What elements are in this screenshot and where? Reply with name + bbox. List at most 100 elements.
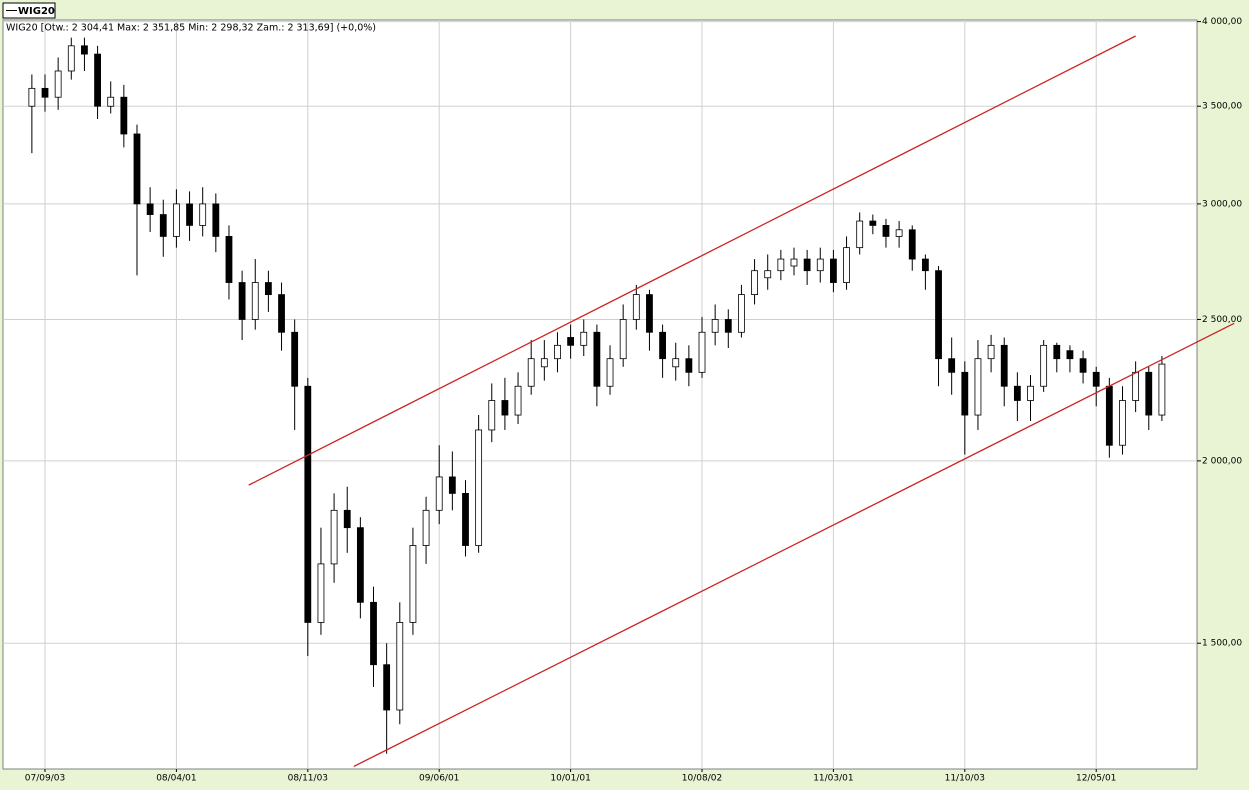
candle-body [698, 331, 706, 373]
candle-body [554, 344, 561, 360]
trend-line [248, 35, 1136, 486]
candle-body [803, 258, 811, 272]
candle-body [685, 358, 693, 373]
candle-body [409, 545, 417, 623]
candle-body [514, 385, 522, 416]
candle-body [1119, 400, 1126, 446]
legend-label: WIG20 [18, 6, 55, 17]
candle-body [133, 133, 141, 205]
candle-body [212, 203, 220, 237]
candle-body [1079, 358, 1087, 373]
candle-body [672, 358, 680, 368]
candle-body [278, 294, 285, 333]
candle-body [448, 476, 456, 494]
candle-body [764, 270, 772, 279]
candle-body [120, 96, 128, 135]
candle-body [908, 229, 916, 260]
candle-body [54, 70, 62, 98]
candle-body [869, 220, 877, 226]
y-tick-label: 2 500,00 [1202, 315, 1242, 325]
candle-body [94, 53, 101, 107]
candle-body [1040, 344, 1048, 387]
candle-body [527, 358, 535, 387]
candle-body [264, 282, 272, 296]
candle-body [961, 371, 969, 416]
candle-body [251, 282, 259, 320]
candle-body [790, 258, 798, 267]
candle-body [921, 258, 929, 272]
x-tick-label: 12/05/01 [1076, 774, 1116, 784]
x-tick-label: 07/09/03 [25, 774, 65, 784]
y-tick-label: 1 500,00 [1202, 639, 1242, 649]
candle-body [935, 270, 942, 360]
candle-body [81, 45, 88, 55]
candle-body [67, 45, 75, 72]
x-tick-label: 08/04/01 [156, 774, 196, 784]
candle-body [777, 258, 785, 272]
candle-body [238, 282, 246, 320]
x-tick-label: 09/06/01 [419, 774, 459, 784]
x-tick-label: 10/08/02 [682, 774, 722, 784]
candle-body [619, 319, 627, 360]
candle-body [593, 331, 601, 387]
candle-body [1092, 371, 1100, 387]
candle-body [1158, 363, 1166, 416]
candle-body [159, 214, 167, 237]
candle-body [501, 400, 509, 416]
candle-body [199, 203, 207, 226]
candle-body [646, 294, 653, 333]
chart-subtitle: WIG20 [Otw.: 2 304,41 Max: 2 351,85 Min:… [6, 23, 376, 34]
candle-body [1000, 344, 1008, 387]
candle-body [225, 236, 233, 283]
candle-body [816, 258, 824, 272]
candle-body [974, 358, 982, 416]
candle-body [1013, 385, 1021, 401]
candle-body [317, 563, 325, 623]
candle-body [632, 294, 640, 320]
candle-body [540, 358, 548, 368]
candle-body [343, 509, 351, 529]
candle-body [475, 429, 483, 546]
candle-body [304, 385, 312, 623]
candle-body [356, 527, 364, 603]
candle-body [1027, 385, 1034, 401]
candle-body [830, 258, 837, 283]
candle-body [738, 294, 745, 333]
candle-body [41, 87, 49, 98]
candle-body [1066, 350, 1074, 360]
x-tick-label: 11/03/01 [813, 774, 853, 784]
candle-body [396, 622, 404, 711]
plot-area [2, 19, 1198, 770]
candle-body [567, 337, 575, 346]
candle-body [856, 220, 864, 249]
candle-body [28, 87, 36, 107]
candle-body [370, 601, 377, 666]
candle-body [751, 270, 758, 296]
candle-body [488, 400, 496, 431]
candle-body [173, 203, 180, 237]
y-tick-label: 2 000,00 [1202, 456, 1242, 466]
candle-body [580, 331, 588, 346]
candle-body [1053, 344, 1061, 360]
candle-body [435, 476, 443, 511]
candle-body [895, 229, 903, 237]
candle-body [882, 224, 890, 237]
candle-body [948, 358, 956, 373]
y-tick-label: 4 000,00 [1202, 17, 1242, 27]
candle-body [843, 247, 850, 283]
y-tick-label: 3 500,00 [1202, 102, 1242, 112]
candle-body [659, 331, 666, 360]
candle-body [1145, 371, 1153, 416]
candle-body [987, 344, 995, 360]
candle-body [330, 509, 338, 565]
y-tick-label: 3 000,00 [1202, 199, 1242, 209]
x-tick-label: 11/10/03 [945, 774, 985, 784]
trend-line [353, 322, 1235, 768]
legend-box [2, 2, 56, 19]
candle-body [186, 203, 193, 226]
candle-body [107, 96, 115, 107]
x-tick-label: 10/01/01 [550, 774, 590, 784]
candle-body [1132, 371, 1140, 401]
